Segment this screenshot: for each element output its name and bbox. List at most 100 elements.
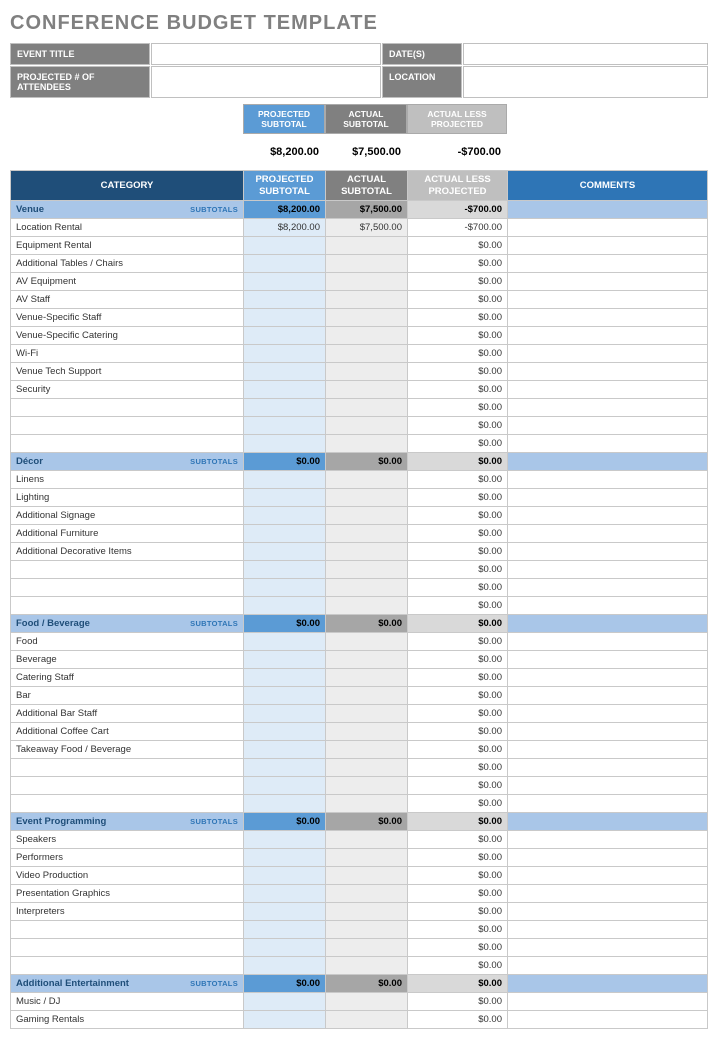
- location-field[interactable]: [463, 66, 708, 98]
- item-name[interactable]: [11, 561, 244, 579]
- item-comments[interactable]: [508, 723, 708, 741]
- item-name[interactable]: [11, 957, 244, 975]
- item-projected[interactable]: [244, 777, 326, 795]
- item-name[interactable]: [11, 759, 244, 777]
- item-name[interactable]: Additional Bar Staff: [11, 705, 244, 723]
- item-projected[interactable]: [244, 723, 326, 741]
- item-actual[interactable]: [326, 381, 408, 399]
- item-comments[interactable]: [508, 543, 708, 561]
- item-comments[interactable]: [508, 561, 708, 579]
- item-projected[interactable]: [244, 273, 326, 291]
- item-comments[interactable]: [508, 525, 708, 543]
- item-actual[interactable]: [326, 921, 408, 939]
- item-name[interactable]: Beverage: [11, 651, 244, 669]
- item-name[interactable]: AV Equipment: [11, 273, 244, 291]
- item-name[interactable]: [11, 795, 244, 813]
- item-name[interactable]: AV Staff: [11, 291, 244, 309]
- item-comments[interactable]: [508, 957, 708, 975]
- item-actual[interactable]: [326, 759, 408, 777]
- subtotal-comments[interactable]: [508, 615, 708, 633]
- item-projected[interactable]: [244, 489, 326, 507]
- item-projected[interactable]: [244, 543, 326, 561]
- item-comments[interactable]: [508, 291, 708, 309]
- item-name[interactable]: [11, 435, 244, 453]
- item-projected[interactable]: [244, 867, 326, 885]
- item-projected[interactable]: [244, 903, 326, 921]
- item-comments[interactable]: [508, 849, 708, 867]
- item-name[interactable]: [11, 579, 244, 597]
- item-comments[interactable]: [508, 1011, 708, 1029]
- item-comments[interactable]: [508, 579, 708, 597]
- item-actual[interactable]: [326, 723, 408, 741]
- item-projected[interactable]: [244, 921, 326, 939]
- item-name[interactable]: Speakers: [11, 831, 244, 849]
- item-name[interactable]: Performers: [11, 849, 244, 867]
- item-comments[interactable]: [508, 687, 708, 705]
- item-actual[interactable]: [326, 939, 408, 957]
- item-actual[interactable]: [326, 255, 408, 273]
- item-comments[interactable]: [508, 273, 708, 291]
- item-actual[interactable]: [326, 831, 408, 849]
- item-comments[interactable]: [508, 867, 708, 885]
- item-projected[interactable]: [244, 363, 326, 381]
- item-projected[interactable]: [244, 471, 326, 489]
- item-projected[interactable]: [244, 327, 326, 345]
- item-actual[interactable]: [326, 237, 408, 255]
- item-comments[interactable]: [508, 435, 708, 453]
- item-actual[interactable]: [326, 399, 408, 417]
- item-actual[interactable]: [326, 705, 408, 723]
- item-comments[interactable]: [508, 399, 708, 417]
- attendees-field[interactable]: [151, 66, 381, 98]
- item-comments[interactable]: [508, 255, 708, 273]
- subtotal-comments[interactable]: [508, 453, 708, 471]
- item-name[interactable]: Gaming Rentals: [11, 1011, 244, 1029]
- item-name[interactable]: Location Rental: [11, 219, 244, 237]
- item-actual[interactable]: [326, 867, 408, 885]
- item-projected[interactable]: [244, 957, 326, 975]
- item-actual[interactable]: [326, 1011, 408, 1029]
- item-projected[interactable]: [244, 579, 326, 597]
- item-comments[interactable]: [508, 759, 708, 777]
- item-projected[interactable]: [244, 507, 326, 525]
- item-actual[interactable]: [326, 687, 408, 705]
- item-actual[interactable]: [326, 489, 408, 507]
- item-name[interactable]: Additional Furniture: [11, 525, 244, 543]
- item-comments[interactable]: [508, 903, 708, 921]
- item-projected[interactable]: [244, 237, 326, 255]
- item-projected[interactable]: [244, 705, 326, 723]
- item-comments[interactable]: [508, 489, 708, 507]
- item-name[interactable]: [11, 939, 244, 957]
- item-comments[interactable]: [508, 309, 708, 327]
- item-projected[interactable]: [244, 993, 326, 1011]
- item-actual[interactable]: [326, 651, 408, 669]
- item-comments[interactable]: [508, 507, 708, 525]
- item-projected[interactable]: [244, 561, 326, 579]
- item-actual[interactable]: [326, 345, 408, 363]
- item-name[interactable]: Venue Tech Support: [11, 363, 244, 381]
- item-actual[interactable]: [326, 543, 408, 561]
- item-comments[interactable]: [508, 471, 708, 489]
- item-actual[interactable]: [326, 471, 408, 489]
- item-name[interactable]: Lighting: [11, 489, 244, 507]
- item-projected[interactable]: [244, 255, 326, 273]
- item-actual[interactable]: [326, 435, 408, 453]
- item-actual[interactable]: [326, 633, 408, 651]
- item-comments[interactable]: [508, 381, 708, 399]
- item-name[interactable]: [11, 597, 244, 615]
- item-actual[interactable]: [326, 795, 408, 813]
- item-comments[interactable]: [508, 795, 708, 813]
- item-actual[interactable]: [326, 561, 408, 579]
- subtotal-comments[interactable]: [508, 201, 708, 219]
- item-comments[interactable]: [508, 237, 708, 255]
- item-projected[interactable]: [244, 399, 326, 417]
- item-name[interactable]: Equipment Rental: [11, 237, 244, 255]
- item-comments[interactable]: [508, 993, 708, 1011]
- item-name[interactable]: Additional Coffee Cart: [11, 723, 244, 741]
- item-projected[interactable]: [244, 795, 326, 813]
- item-name[interactable]: Bar: [11, 687, 244, 705]
- item-name[interactable]: [11, 399, 244, 417]
- item-actual[interactable]: [326, 597, 408, 615]
- item-projected[interactable]: [244, 651, 326, 669]
- item-comments[interactable]: [508, 651, 708, 669]
- item-name[interactable]: Venue-Specific Staff: [11, 309, 244, 327]
